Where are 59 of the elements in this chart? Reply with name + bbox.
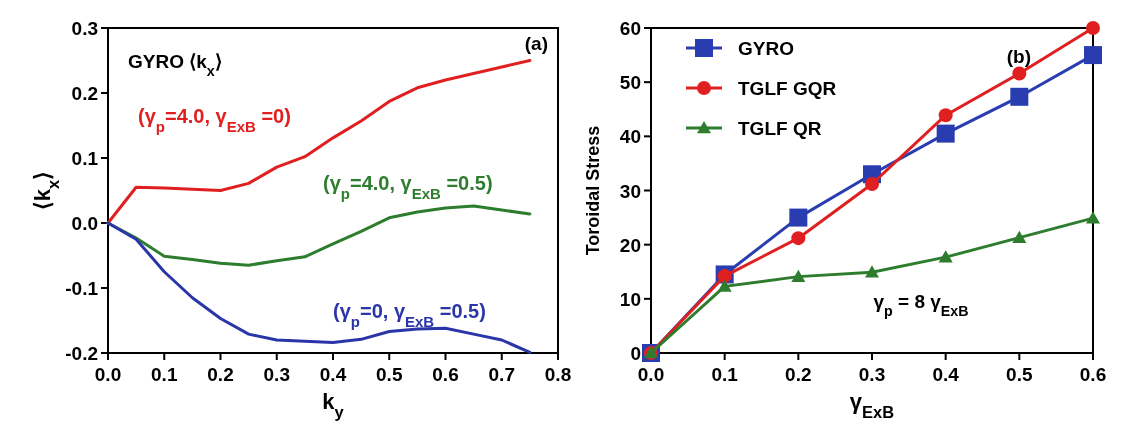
x-tick-label: 0.1 — [151, 364, 178, 385]
annotation: (a) — [524, 33, 548, 54]
point — [936, 124, 955, 143]
legend-label: TGLF QR — [738, 118, 822, 139]
legend-label: GYRO — [738, 38, 794, 59]
point — [717, 279, 732, 292]
point — [1086, 211, 1100, 224]
point — [1012, 66, 1027, 81]
y-tick-label: 10 — [619, 288, 641, 310]
y-tick-label: 60 — [619, 18, 641, 39]
line-series — [106, 221, 532, 354]
x-tick-label: 0.0 — [637, 364, 665, 385]
point — [791, 231, 806, 246]
annotation: (b) — [1006, 46, 1031, 67]
x-tick-label: 0.4 — [319, 364, 347, 385]
point — [1084, 46, 1102, 65]
x-tick-label: 0.3 — [858, 364, 886, 385]
x-tick-label: 0.3 — [263, 364, 290, 385]
point — [938, 250, 953, 263]
x-tick-label: 0.7 — [488, 364, 515, 385]
x-axis-title: γ$_{ExB}$ — [849, 389, 895, 421]
x-tick-label: 0.2 — [207, 364, 234, 385]
x-tick-label: 0.0 — [94, 364, 122, 385]
y-tick-label: 0.2 — [71, 83, 98, 104]
y-tick-label: 0.1 — [71, 148, 99, 169]
y-tick-label: 0 — [630, 343, 641, 364]
y-tick-label: 50 — [619, 72, 641, 94]
series-label: (γ$_{p}$=4.0, γ$_{ExB}$ =0) — [138, 105, 291, 135]
x-tick-label: 0.2 — [785, 364, 812, 385]
x-tick-label: 0.1 — [711, 364, 739, 385]
y-tick-label: 20 — [619, 234, 641, 256]
point — [1010, 87, 1029, 106]
point — [865, 265, 879, 278]
series-label: (γ$_{p}$=0, γ$_{ExB}$ =0.5) — [333, 300, 486, 330]
x-tick-label: 0.6 — [432, 364, 459, 385]
series-label: (γ$_{p}$=4.0, γ$_{ExB}$ =0.5) — [323, 172, 493, 202]
point — [938, 108, 953, 123]
point — [1012, 230, 1027, 243]
point — [717, 269, 732, 284]
x-tick-label: 0.5 — [376, 364, 403, 385]
y-tick-label: 30 — [619, 180, 641, 202]
x-tick-label: 0.6 — [1079, 364, 1107, 385]
point — [791, 269, 806, 282]
y-tick-label: 0.3 — [71, 18, 98, 39]
point — [1086, 21, 1100, 35]
x-axis-title: k$_{y}$ — [322, 389, 345, 421]
y-tick-label: -0.1 — [65, 278, 99, 299]
annotation: γ$_{p}$ = 8 γ$_{ExB}$ — [873, 291, 969, 319]
point — [789, 208, 808, 227]
x-tick-label: 0.5 — [1006, 364, 1033, 385]
x-tick-label: 0.4 — [932, 364, 960, 385]
annotation: GYRO ⟨k$_{x}$⟩ — [128, 51, 222, 79]
y-tick-label: 40 — [619, 126, 641, 148]
y-axis-title: Toroidal Stress — [583, 125, 603, 256]
legend-label: TGLF GQR — [738, 78, 837, 99]
x-tick-label: 0.8 — [544, 364, 572, 385]
y-tick-label: 0.0 — [71, 213, 98, 234]
point — [865, 177, 879, 191]
y-tick-label: -0.2 — [65, 343, 98, 364]
